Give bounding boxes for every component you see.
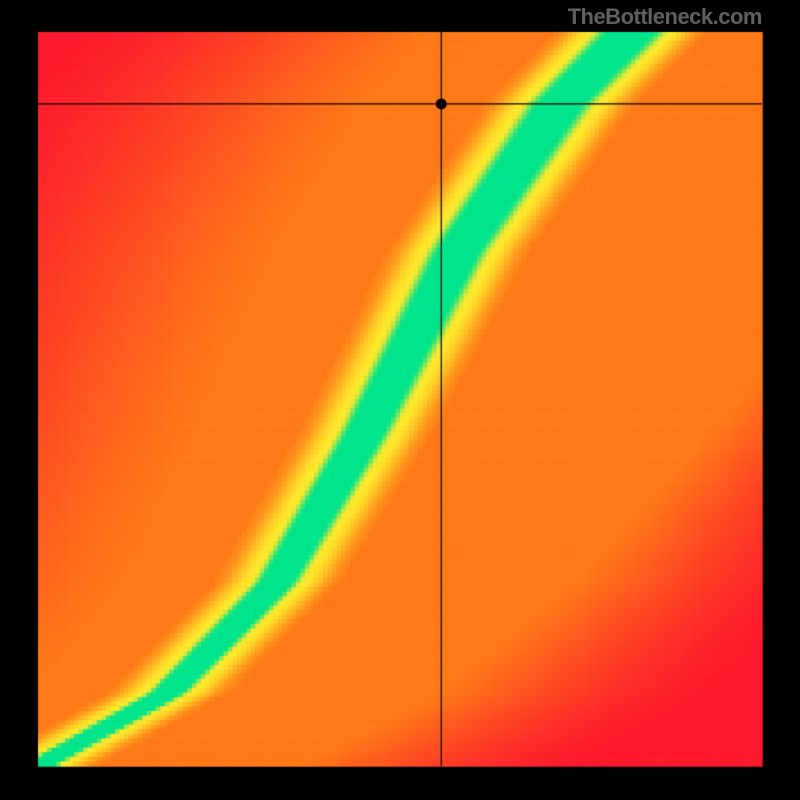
attribution-text: TheBottleneck.com <box>568 4 762 30</box>
bottleneck-heatmap <box>0 0 800 800</box>
